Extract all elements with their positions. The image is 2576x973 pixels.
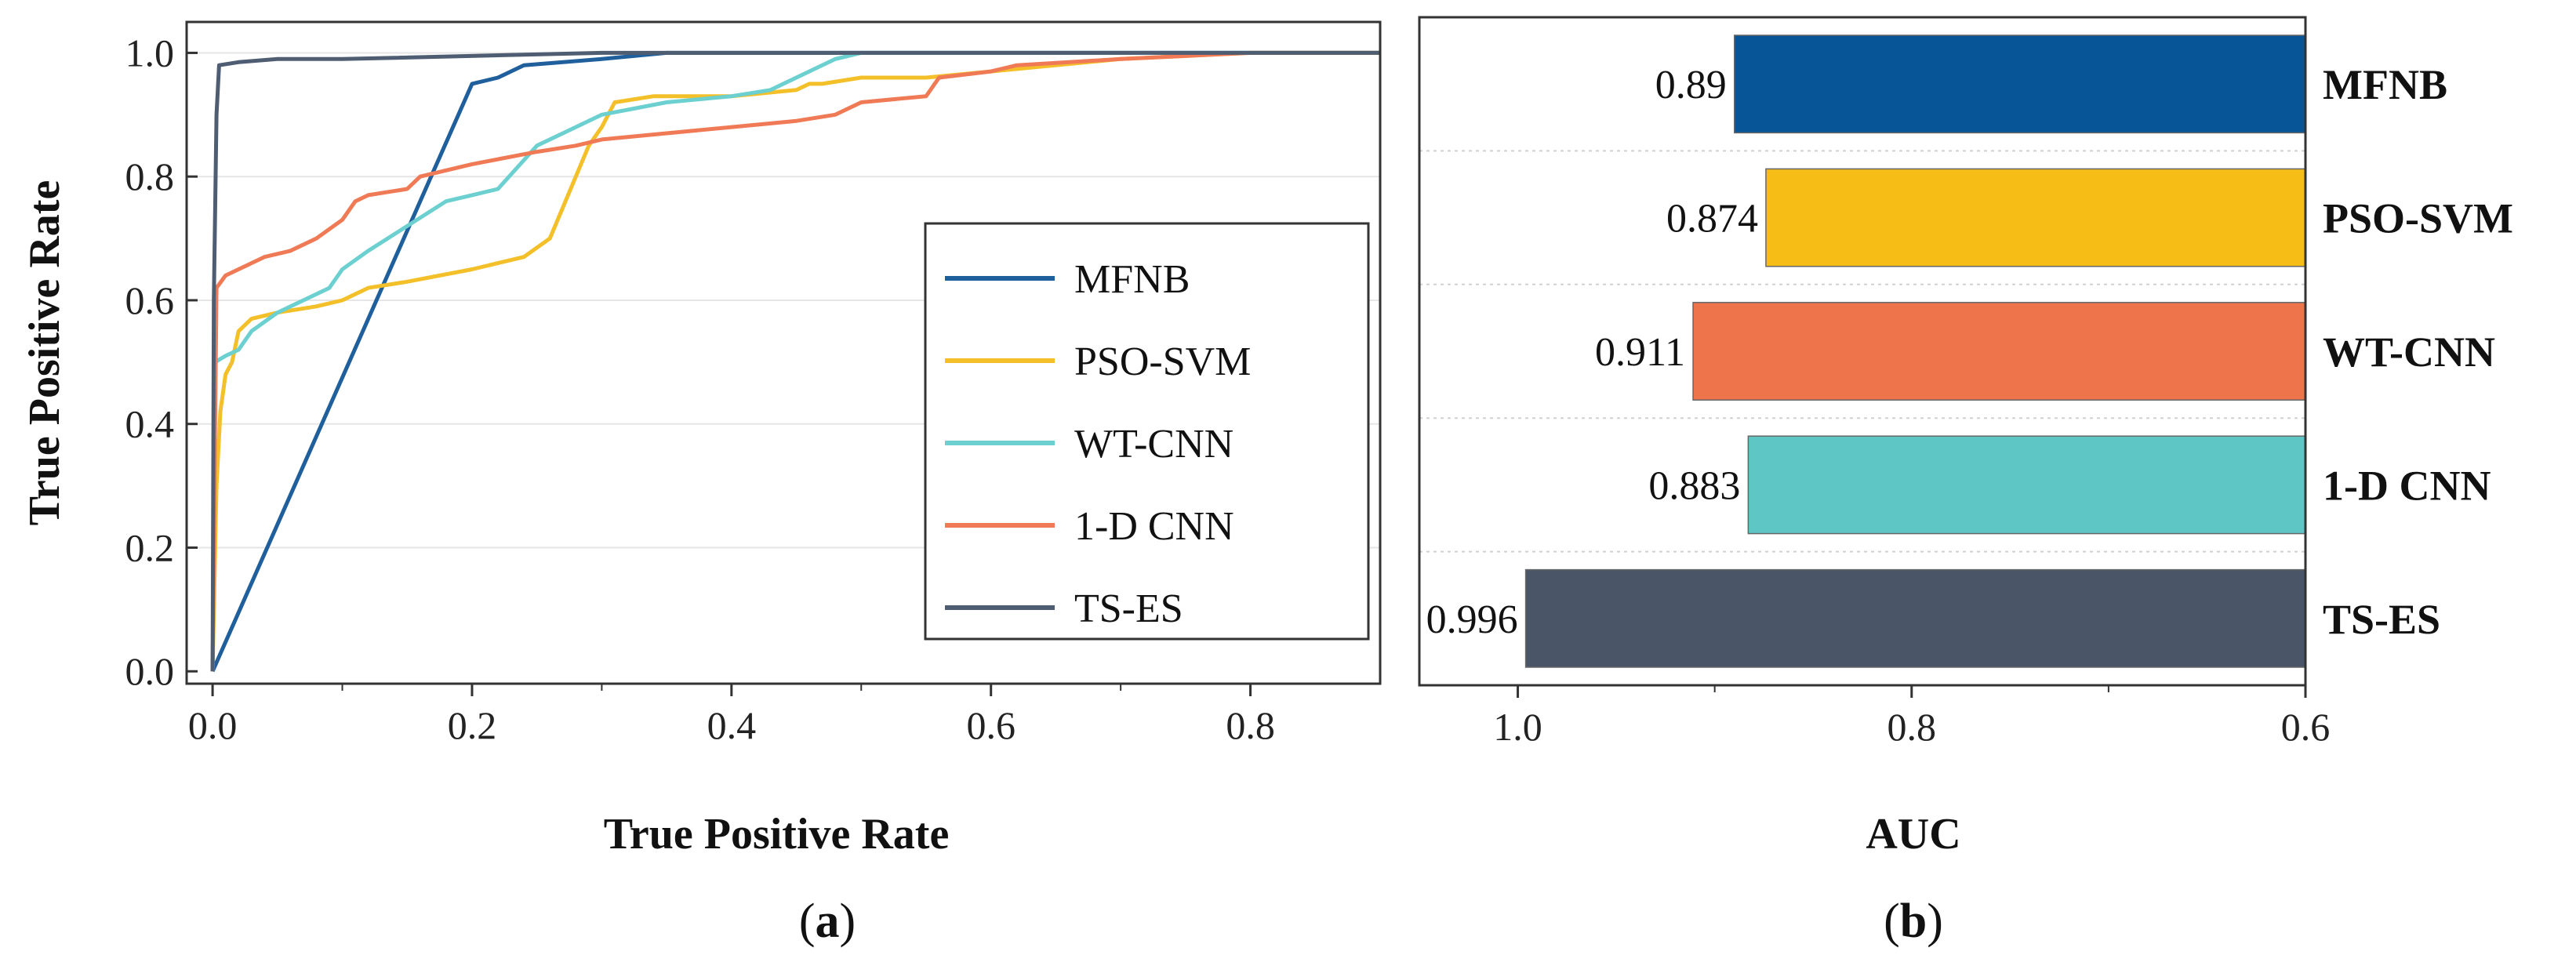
roc-y-tick-label: 0.8 (125, 154, 175, 198)
roc-y-tick-label: 0.0 (125, 649, 175, 693)
roc-y-ticks: 0.0 0.2 0.4 0.6 0.8 1.0 (125, 31, 198, 693)
auc-bar-pso-svm (1765, 168, 2306, 267)
auc-category-label-ts-es: TS-ES (2323, 596, 2440, 643)
auc-category-label-1-d-cnn: 1-D CNN (2323, 462, 2491, 509)
auc-bar-chart: 0.89 MFNB 0.874 PSO-SVM 0.911 WT-CNN 0.883 1-D … (1418, 16, 2513, 948)
roc-y-tick-label: 0.4 (125, 402, 175, 446)
roc-y-tick-label: 1.0 (125, 31, 175, 74)
panel-label-text: (b) (1884, 895, 1943, 948)
roc-x-ticks: 0.0 0.2 0.4 0.6 0.8 (188, 684, 1275, 747)
roc-x-tick-label: 0.8 (1226, 703, 1275, 747)
auc-bar-wt-cnn (1692, 302, 2306, 401)
auc-category-label-wt-cnn: WT-CNN (2323, 329, 2495, 376)
roc-y-tick-label: 0.2 (125, 525, 175, 569)
legend-label-wt-cnn: WT-CNN (1074, 422, 1234, 467)
roc-x-axis-title: True Positive Rate (604, 810, 950, 859)
roc-legend-box (924, 222, 1370, 641)
roc-x-tick-label: 0.6 (966, 703, 1016, 747)
roc-line-wt-cnn (210, 50, 1380, 672)
auc-x-axis-title: AUC (1866, 810, 1960, 859)
roc-chart: 0.0 0.2 0.4 0.6 0.8 1.0 0.0 0.2 0.4 0.6 0.8 True … (20, 20, 1382, 948)
panel-label-text: (a) (799, 895, 856, 948)
auc-value-label-mfnb: 0.89 (1655, 63, 1727, 107)
auc-bars-group: 0.89 MFNB 0.874 PSO-SVM 0.911 WT-CNN 0.883 1-D … (1426, 34, 2513, 668)
panel-label-b: (b) (1884, 895, 1943, 948)
roc-y-axis-title: True Positive Rate (20, 180, 69, 526)
auc-value-label-pso-svm: 0.874 (1666, 197, 1758, 241)
auc-value-label-wt-cnn: 0.911 (1595, 330, 1685, 375)
roc-x-tick-label: 0.2 (448, 703, 497, 747)
auc-value-label-ts-es: 0.996 (1426, 597, 1518, 642)
auc-bar-mfnb (1734, 34, 2306, 134)
roc-x-tick-label: 0.4 (707, 703, 757, 747)
auc-x-tick-label: 1.0 (1493, 705, 1542, 749)
roc-x-tick-label: 0.0 (188, 703, 238, 747)
auc-category-label-pso-svm: PSO-SVM (2323, 195, 2513, 242)
auc-category-label-mfnb: MFNB (2323, 61, 2447, 108)
panel-label-a: (a) (799, 895, 856, 948)
legend-label-mfnb: MFNB (1074, 257, 1190, 302)
roc-line-pso-svm (210, 50, 1380, 672)
auc-x-tick-label: 0.6 (2281, 705, 2331, 749)
legend-label-ts-es: TS-ES (1074, 586, 1183, 631)
auc-bar-ts-es (1524, 568, 2306, 668)
auc-x-tick-label: 0.8 (1887, 705, 1937, 749)
roc-series-group (210, 50, 1380, 673)
auc-plot-frame (1418, 16, 2307, 687)
legend-label-pso-svm: PSO-SVM (1074, 339, 1251, 384)
auc-value-label-1-d-cnn: 0.883 (1648, 463, 1740, 508)
auc-x-ticks: 1.0 0.8 0.6 (1493, 685, 2330, 749)
roc-legend: MFNB PSO-SVM WT-CNN 1-D CNN TS-ES (924, 222, 1370, 641)
roc-y-tick-label: 0.6 (125, 278, 175, 322)
roc-line-1-d-cnn (210, 50, 1380, 672)
roc-plot-frame (185, 20, 1382, 685)
roc-line-ts-es (210, 50, 1380, 672)
legend-label-1-d-cnn: 1-D CNN (1074, 504, 1234, 549)
auc-bar-1-d-cnn (1747, 435, 2306, 535)
